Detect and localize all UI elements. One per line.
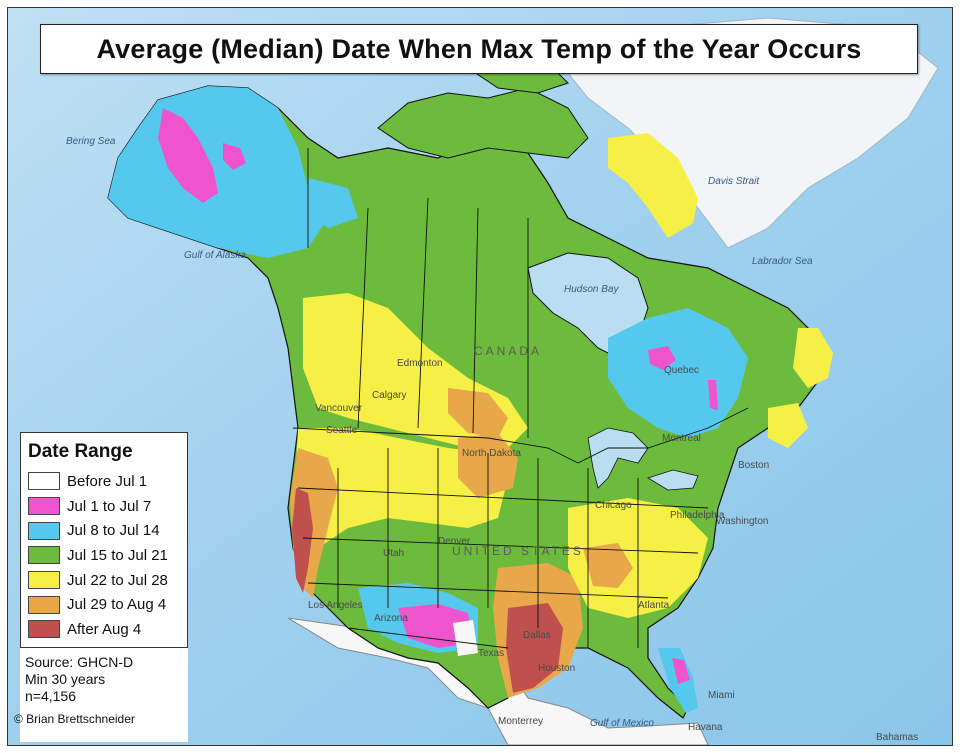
region-southeast-orange bbox=[583, 543, 633, 588]
legend-swatch bbox=[28, 546, 60, 565]
legend-label: Jul 22 to Jul 28 bbox=[67, 571, 168, 589]
region-westus-yellow bbox=[296, 428, 508, 548]
label-arizona: Arizona bbox=[374, 613, 408, 624]
legend: Date Range Before Jul 1 Jul 1 to Jul 7 Jul… bbox=[20, 432, 188, 648]
legend-title: Date Range bbox=[28, 441, 133, 462]
region-florida-magenta bbox=[672, 658, 690, 684]
label-quebec: Quebec bbox=[664, 365, 700, 376]
label-monterrey: Monterrey bbox=[498, 716, 544, 727]
region-labrador-yellow bbox=[793, 328, 833, 388]
label-edmonton: Edmonton bbox=[397, 358, 443, 369]
label-denver: Denver bbox=[438, 536, 471, 547]
great-lakes bbox=[587, 427, 649, 489]
legend-item: Jul 1 to Jul 7 bbox=[28, 494, 179, 519]
great-lakes-2 bbox=[647, 469, 699, 491]
label-vancouver: Vancouver bbox=[315, 403, 363, 414]
title-box: Average (Median) Date When Max Temp of t… bbox=[40, 24, 918, 74]
map-frame: Bering Sea Gulf of Alaska Hudson Bay Dav… bbox=[7, 7, 953, 746]
legend-item: Jul 15 to Jul 21 bbox=[28, 543, 179, 568]
label-chicago: Chicago bbox=[595, 500, 632, 511]
label-los-angeles: Los Angeles bbox=[308, 600, 363, 611]
label-gulf-of-alaska: Gulf of Alaska bbox=[184, 250, 246, 261]
label-utah: Utah bbox=[383, 548, 405, 559]
legend-swatch bbox=[28, 595, 60, 614]
legend-item: Jul 29 to Aug 4 bbox=[28, 592, 179, 617]
region-westcoast-red bbox=[292, 488, 313, 593]
legend-item: Jul 8 to Jul 14 bbox=[28, 518, 179, 543]
region-alaska-magenta bbox=[158, 108, 218, 203]
map-title: Average (Median) Date When Max Temp of t… bbox=[96, 33, 862, 64]
legend-label: Jul 29 to Aug 4 bbox=[67, 596, 167, 614]
label-bering-sea: Bering Sea bbox=[66, 136, 116, 147]
label-havana: Havana bbox=[688, 722, 723, 733]
label-seattle: Seattle bbox=[326, 425, 358, 436]
legend-swatch bbox=[28, 472, 60, 491]
label-montreal: Montreal bbox=[662, 433, 701, 444]
label-north-dakota: North Dakota bbox=[462, 448, 521, 459]
label-davis-strait: Davis Strait bbox=[708, 176, 760, 187]
region-quebec-magenta-2 bbox=[708, 380, 718, 410]
label-united-states: UNITED STATES bbox=[452, 544, 584, 558]
legend-rows: Before Jul 1 Jul 1 to Jul 7 Jul 8 to Jul 1… bbox=[28, 469, 179, 642]
label-miami: Miami bbox=[708, 690, 735, 701]
label-labrador-sea: Labrador Sea bbox=[752, 256, 813, 267]
label-canada: CANADA bbox=[474, 344, 543, 358]
legend-swatch bbox=[28, 497, 60, 516]
legend-label: Jul 15 to Jul 21 bbox=[67, 546, 168, 564]
label-boston: Boston bbox=[738, 460, 770, 471]
region-texas-red bbox=[506, 603, 563, 693]
label-philadelphia: Philadelphia bbox=[670, 510, 725, 521]
arctic-islands bbox=[377, 87, 589, 159]
legend-swatch bbox=[28, 521, 60, 540]
legend-label: Jul 1 to Jul 7 bbox=[67, 497, 152, 515]
label-calgary: Calgary bbox=[372, 390, 407, 401]
label-dallas: Dallas bbox=[523, 630, 551, 641]
region-prairie-orange bbox=[448, 388, 508, 438]
label-washington: Washington bbox=[716, 516, 769, 527]
label-bahamas: Bahamas bbox=[876, 732, 919, 743]
source-line-2: Min 30 years bbox=[25, 671, 106, 687]
legend-swatch bbox=[28, 620, 60, 639]
source-block: Source: GHCN-D Min 30 years n=4,156 bbox=[20, 648, 188, 742]
credit: © Brian Brettschneider bbox=[14, 712, 135, 726]
political-boundaries bbox=[292, 148, 749, 649]
greenland-coast-yellow bbox=[608, 133, 698, 238]
label-hudson-bay: Hudson Bay bbox=[564, 284, 619, 295]
legend-item: Jul 22 to Jul 28 bbox=[28, 568, 179, 593]
legend-label: After Aug 4 bbox=[67, 620, 142, 638]
legend-item: After Aug 4 bbox=[28, 617, 179, 642]
label-houston: Houston bbox=[538, 663, 576, 674]
region-quebec-magenta bbox=[648, 346, 676, 370]
legend-item: Before Jul 1 bbox=[28, 469, 179, 494]
label-gulf-of-mexico: Gulf of Mexico bbox=[590, 718, 654, 729]
legend-swatch bbox=[28, 571, 60, 590]
source-line-3: n=4,156 bbox=[25, 688, 76, 704]
region-nwt-blue bbox=[308, 178, 358, 228]
region-alaska-magenta-2 bbox=[223, 143, 246, 170]
label-atlanta: Atlanta bbox=[638, 600, 670, 611]
label-texas: Texas bbox=[478, 648, 505, 659]
region-newfoundland-yellow bbox=[768, 403, 808, 448]
legend-label: Jul 8 to Jul 14 bbox=[67, 522, 160, 540]
legend-label: Before Jul 1 bbox=[67, 472, 148, 490]
region-southwest-white bbox=[453, 620, 478, 656]
source-line-1: Source: GHCN-D bbox=[25, 654, 134, 670]
